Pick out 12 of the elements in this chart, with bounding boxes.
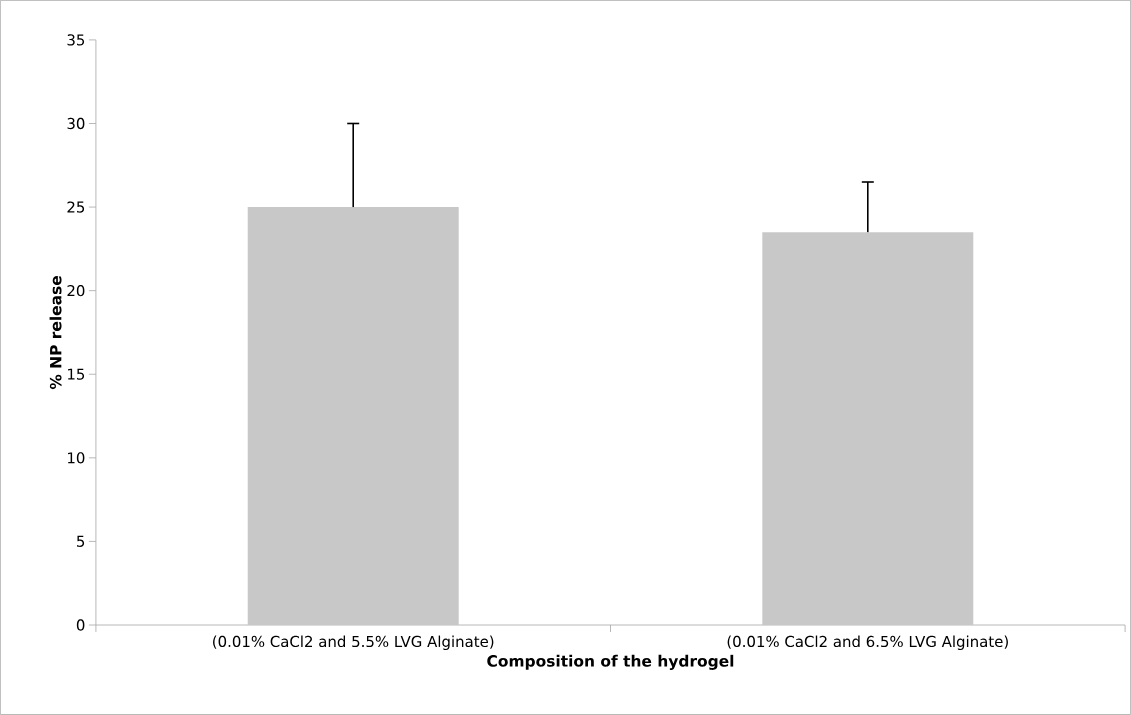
y-tick-label: 25 [67,201,85,213]
y-tick-label: 0 [76,619,85,631]
y-tick-label: 5 [77,535,85,548]
x-tick-label: (0.01% CaCl2 and 6.5% LVG Alginate) [727,635,1008,651]
y-tick-label: 30 [67,117,85,130]
y-tick-label: 15 [68,368,85,380]
x-axis-title: Composition of the hydrogel [487,654,734,670]
y-tick-label: 10 [68,452,85,464]
y-tick-label: 20 [67,285,85,297]
y-tick-label: 35 [67,34,85,46]
y-axis-title: % NP release [49,276,62,390]
x-tick-label: (0.01% CaCl2 and 5.5% LVG Alginate) [213,635,494,651]
